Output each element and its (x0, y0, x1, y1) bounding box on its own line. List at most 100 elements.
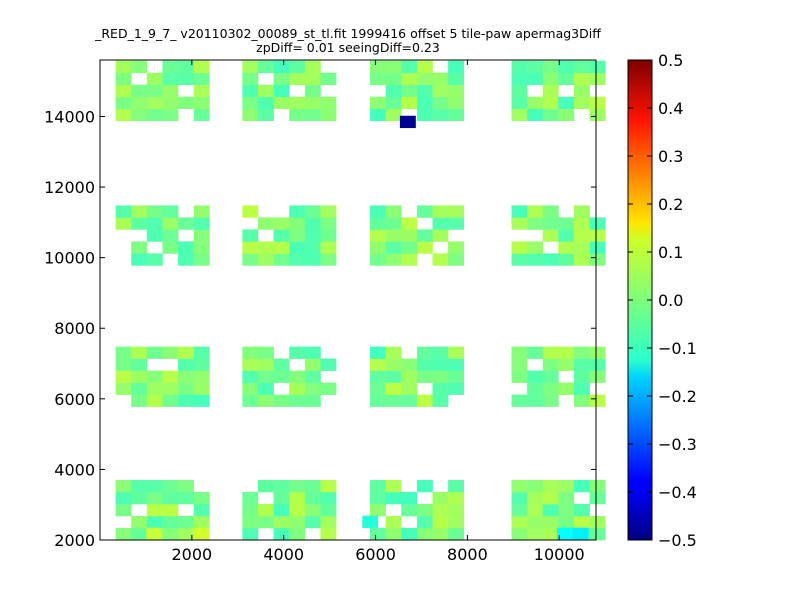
heatmap-cell (304, 394, 321, 407)
heatmap-cell (162, 528, 179, 541)
heatmap-cell (115, 358, 132, 371)
heatmap-cell (178, 492, 194, 505)
heatmap-cell (257, 504, 274, 517)
heatmap-cell (242, 205, 259, 218)
heatmap-cell (416, 96, 433, 110)
heatmap-cell (178, 382, 194, 395)
heatmap-cell-anomaly (146, 527, 163, 540)
heatmap-cell (242, 504, 259, 517)
heatmap-cell (320, 229, 337, 242)
heatmap-cell (289, 96, 306, 110)
heatmap-cell (385, 96, 402, 110)
heatmap-cell (385, 528, 402, 541)
heatmap-cell (370, 492, 386, 505)
colorbar-tick-label: 0.4 (658, 99, 683, 118)
heatmap-cell (146, 382, 163, 395)
heatmap-cell (146, 492, 163, 505)
heatmap-cell (131, 84, 148, 98)
heatmap-cell (242, 72, 259, 86)
heatmap-cell (178, 516, 194, 529)
heatmap-cell (273, 253, 290, 266)
colorbar-tick-label: −0.5 (658, 531, 697, 550)
heatmap-cell (242, 516, 259, 529)
heatmap-cell (162, 382, 179, 395)
heatmap-cell (304, 370, 321, 383)
heatmap-cell (589, 96, 606, 110)
heatmap-cell (448, 60, 465, 74)
heatmap-cell (511, 394, 528, 407)
heatmap-cell (193, 492, 210, 505)
heatmap-cell (162, 346, 179, 359)
heatmap-cell (385, 217, 402, 230)
heatmap-cell (573, 504, 590, 517)
heatmap-cell (242, 96, 259, 110)
heatmap-cell (289, 346, 306, 359)
heatmap-cell (162, 60, 179, 74)
heatmap-cell (589, 394, 606, 407)
heatmap-cell (178, 394, 194, 407)
y-tick-label: 4000 (54, 460, 95, 479)
heatmap-cell (320, 108, 337, 122)
heatmap-cell (558, 96, 575, 110)
heatmap-cell-anomaly (193, 527, 210, 540)
heatmap-cell (289, 504, 306, 517)
heatmap-cell (573, 346, 590, 359)
heatmap-cell (527, 72, 544, 86)
heatmap-cell (273, 96, 290, 110)
heatmap-cell (401, 241, 418, 254)
y-tick-label: 2000 (54, 531, 95, 550)
heatmap-cell (558, 60, 575, 74)
heatmap-cell (448, 528, 465, 541)
heatmap-cell (558, 217, 575, 230)
heatmap-cell (558, 72, 575, 86)
heatmap-cell (401, 72, 418, 86)
colorbar-tick-label: 0.2 (658, 195, 683, 214)
heatmap-cell (589, 492, 606, 505)
heatmap-cell (448, 382, 465, 395)
heatmap-cell (304, 346, 321, 359)
heatmap-cell (416, 394, 433, 407)
heatmap-cell (193, 96, 210, 110)
heatmap-cell (289, 382, 306, 395)
heatmap-cell (416, 84, 433, 98)
heatmap-cell (178, 370, 194, 383)
heatmap-cell (416, 528, 433, 541)
heatmap-cell (289, 394, 306, 407)
heatmap-cell (527, 205, 544, 218)
heatmap-cell (527, 60, 544, 74)
heatmap-cell (370, 96, 386, 110)
heatmap-cell (370, 480, 386, 493)
heatmap-cell (558, 382, 575, 395)
heatmap-cell (589, 528, 606, 541)
heatmap-cell (146, 394, 163, 407)
colorbar-tick-label: −0.3 (658, 435, 697, 454)
heatmap-cell (146, 205, 163, 218)
heatmap-cell (370, 229, 386, 242)
colorbar-tick-label: 0.5 (658, 51, 683, 70)
heatmap-cell (273, 217, 290, 230)
heatmap-cell (242, 241, 259, 254)
heatmap-cell (115, 108, 132, 122)
heatmap-cell (432, 504, 449, 517)
heatmap-cell (178, 253, 194, 266)
heatmap-cell (304, 60, 321, 74)
heatmap-cell (370, 346, 386, 359)
heatmap-cell (115, 60, 132, 74)
heatmap-cell (162, 241, 179, 254)
heatmap-cell (257, 217, 274, 230)
heatmap-cell (304, 382, 321, 395)
heatmap-cell (527, 528, 544, 541)
heatmap-cell (273, 528, 290, 541)
heatmap-cell (589, 516, 606, 529)
heatmap-cell (448, 516, 465, 529)
heatmap-cell (304, 72, 321, 86)
chart-subtitle: zpDiff= 0.01 seeingDiff=0.23 (256, 40, 440, 55)
heatmap-cell (573, 382, 590, 395)
heatmap-cell (162, 108, 179, 122)
heatmap-cell (589, 253, 606, 266)
heatmap-cell (146, 253, 163, 266)
heatmap-cell (432, 394, 449, 407)
heatmap-cell (589, 60, 606, 74)
heatmap-cell (289, 516, 306, 529)
heatmap-cell (289, 108, 306, 122)
